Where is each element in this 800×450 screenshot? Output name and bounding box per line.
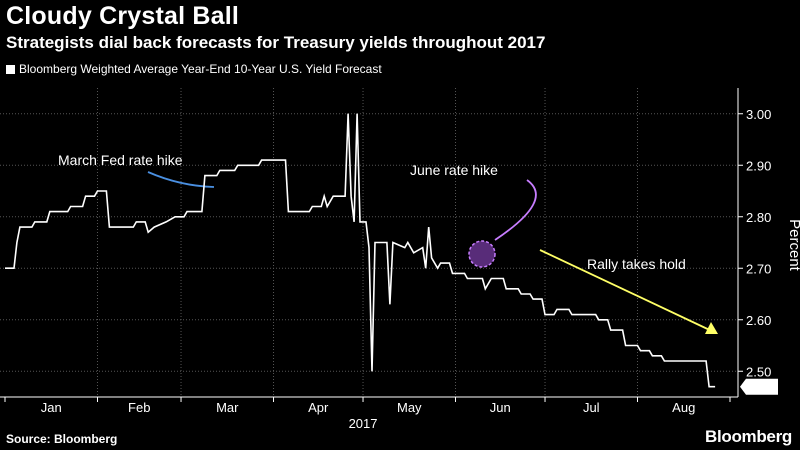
x-tick-label: Jan: [41, 400, 62, 415]
source-note: Source: Bloomberg: [6, 432, 118, 446]
y-tick-label: 3.00: [746, 107, 771, 122]
annotation-march-arrow: [147, 171, 215, 188]
x-tick-label: May: [397, 400, 422, 415]
grid-lines: [0, 88, 738, 397]
y-tick-label: 2.80: [746, 210, 771, 225]
legend: Bloomberg Weighted Average Year-End 10-Y…: [6, 62, 382, 76]
series-line: [5, 113, 716, 388]
last-value-badge-bg: [740, 378, 778, 395]
legend-swatch: [6, 64, 15, 74]
x-tick-label: Mar: [216, 400, 239, 415]
bloomberg-logo: Bloomberg: [704, 427, 792, 446]
x-tick-label: Jul: [583, 400, 600, 415]
y-tick-label: 2.50: [746, 364, 771, 379]
last-value-badge: 2.47: [740, 378, 778, 395]
annotation-rally-arrow-line: [539, 249, 717, 334]
annotation-june-arrow: [494, 179, 537, 241]
x-tick-label: Jun: [490, 400, 511, 415]
annotation-rally-arrowhead: [705, 322, 718, 334]
series-layer: [5, 113, 716, 388]
x-axis-label: 2017: [349, 416, 378, 431]
annotations: March Fed rate hike June rate hike Rally t…: [58, 152, 718, 334]
axis-labels: 2.50 2.60 2.70 2.80 2.90 3.00 Jan Feb Mar Apr May J…: [41, 107, 800, 431]
axes: [0, 88, 743, 402]
y-axis-title: Percent: [786, 219, 800, 272]
y-tick-label: 2.60: [746, 313, 771, 328]
y-tick-label: 2.70: [746, 261, 771, 276]
annotation-june-label: June rate hike: [410, 162, 498, 178]
legend-label: Bloomberg Weighted Average Year-End 10-Y…: [19, 62, 382, 76]
chart-subtitle: Strategists dial back forecasts for Trea…: [6, 33, 546, 52]
x-tick-label: Apr: [308, 400, 329, 415]
x-tick-label: Aug: [672, 400, 695, 415]
x-tick-label: Feb: [128, 400, 150, 415]
last-value-label: 2.47: [748, 380, 773, 395]
annotation-june-circle: [468, 240, 496, 268]
annotation-march-label: March Fed rate hike: [58, 152, 183, 168]
chart-title: Cloudy Crystal Ball: [6, 2, 240, 30]
y-tick-label: 2.90: [746, 158, 771, 173]
annotation-rally-label: Rally takes hold: [587, 256, 686, 272]
